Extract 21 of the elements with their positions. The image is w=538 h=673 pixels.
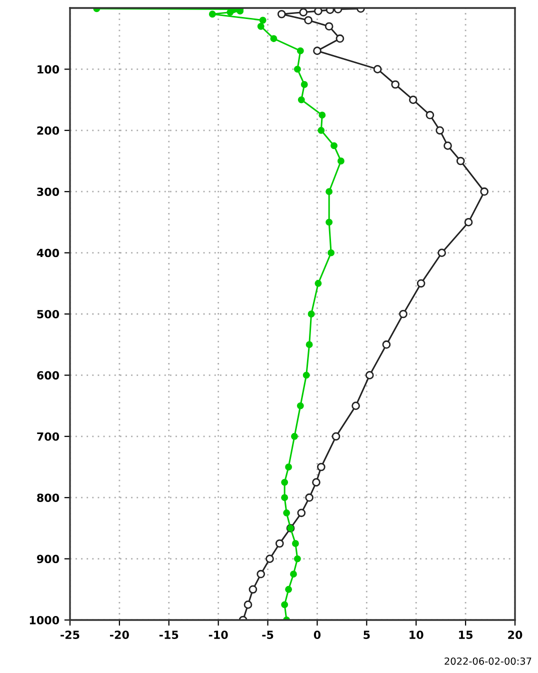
x-tick-label: 10 bbox=[410, 630, 424, 640]
y-tick-label: 1000 bbox=[30, 616, 60, 624]
x-tick-label: -15 bbox=[159, 630, 178, 640]
y-tick-label: 400 bbox=[36, 248, 60, 258]
x-tick-label: 5 bbox=[364, 630, 370, 640]
y-tick-label: 500 bbox=[37, 310, 60, 318]
text: 2022-06-02-00:37 bbox=[444, 657, 532, 665]
x-tick-label: 15 bbox=[459, 630, 473, 640]
y-tick-label: 200 bbox=[37, 126, 60, 135]
y-tick-label: 600 bbox=[37, 371, 60, 380]
x-tick-label: 20 bbox=[508, 630, 522, 640]
y-tick-label: 100 bbox=[38, 65, 60, 74]
x-tick-label: -25 bbox=[60, 630, 80, 640]
y-tick-label: 700 bbox=[37, 432, 60, 441]
x-tick-label: -10 bbox=[208, 630, 228, 640]
y-tick-label: 300 bbox=[37, 188, 60, 196]
y-tick-label: 800 bbox=[37, 494, 60, 502]
x-tick-label: -20 bbox=[110, 630, 129, 640]
x-tick-label: 0 bbox=[314, 630, 321, 640]
x-tick-label: -5 bbox=[262, 630, 274, 640]
y-tick-label: 900 bbox=[36, 554, 60, 564]
